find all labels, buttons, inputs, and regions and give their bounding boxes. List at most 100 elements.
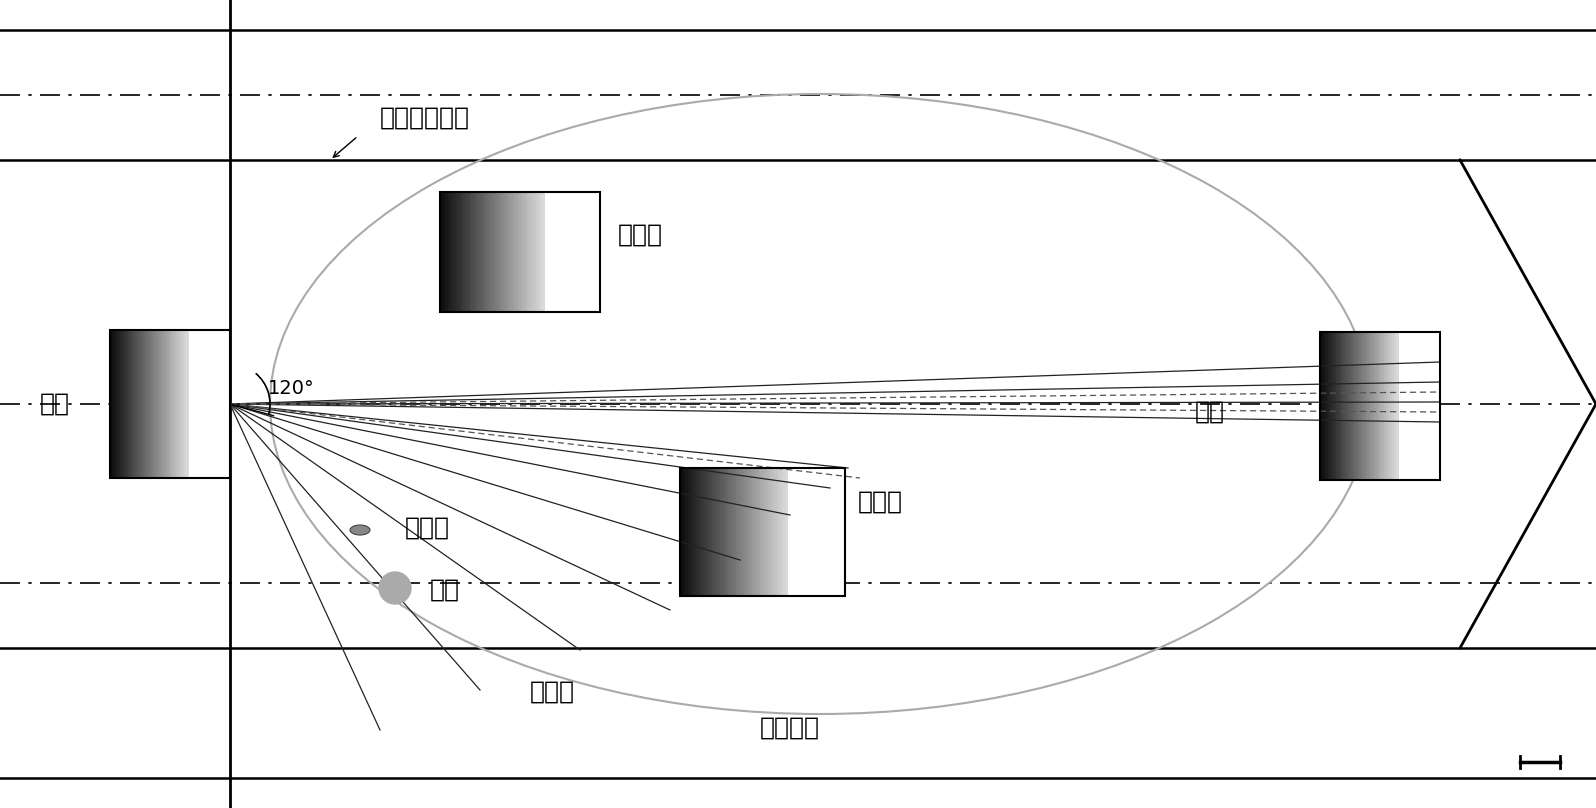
Bar bbox=[734, 468, 737, 596]
Bar bbox=[680, 468, 683, 596]
Bar bbox=[685, 468, 688, 596]
Bar bbox=[166, 330, 169, 478]
Bar bbox=[1373, 332, 1376, 480]
Text: 前车: 前车 bbox=[1195, 400, 1226, 424]
Bar bbox=[731, 468, 734, 596]
Bar bbox=[120, 330, 123, 478]
Bar bbox=[479, 192, 482, 312]
Bar bbox=[155, 330, 158, 478]
Bar bbox=[1379, 332, 1381, 480]
Bar bbox=[1396, 332, 1398, 480]
Bar bbox=[169, 330, 171, 478]
Bar bbox=[440, 192, 600, 312]
Bar bbox=[696, 468, 699, 596]
Text: 扫描激光: 扫描激光 bbox=[760, 716, 820, 740]
Bar bbox=[728, 468, 731, 596]
Bar bbox=[1345, 332, 1347, 480]
Bar bbox=[699, 468, 702, 596]
Bar bbox=[174, 330, 177, 478]
Bar bbox=[476, 192, 479, 312]
Bar bbox=[140, 330, 144, 478]
Bar bbox=[1325, 332, 1326, 480]
Bar bbox=[440, 192, 600, 312]
Bar bbox=[455, 192, 458, 312]
Bar bbox=[683, 468, 686, 596]
Bar bbox=[121, 330, 124, 478]
Bar bbox=[519, 192, 522, 312]
Bar bbox=[134, 330, 136, 478]
Bar bbox=[760, 468, 763, 596]
Bar bbox=[1355, 332, 1358, 480]
Bar bbox=[163, 330, 164, 478]
Bar bbox=[148, 330, 152, 478]
Bar bbox=[744, 468, 747, 596]
Bar bbox=[763, 468, 766, 596]
Bar bbox=[110, 330, 112, 478]
Bar bbox=[1349, 332, 1352, 480]
Bar bbox=[490, 192, 493, 312]
Ellipse shape bbox=[350, 525, 370, 535]
Bar bbox=[1320, 332, 1440, 480]
Bar bbox=[1320, 332, 1323, 480]
Bar bbox=[129, 330, 132, 478]
Bar bbox=[187, 330, 188, 478]
Bar bbox=[144, 330, 145, 478]
Bar bbox=[126, 330, 128, 478]
Bar bbox=[450, 192, 453, 312]
Bar bbox=[504, 192, 508, 312]
Bar bbox=[484, 192, 487, 312]
Bar bbox=[680, 468, 844, 596]
Bar bbox=[463, 192, 466, 312]
Bar bbox=[1326, 332, 1328, 480]
Bar bbox=[1344, 332, 1345, 480]
Circle shape bbox=[378, 572, 412, 604]
Bar bbox=[137, 330, 140, 478]
Bar bbox=[715, 468, 718, 596]
Bar bbox=[707, 468, 710, 596]
Bar bbox=[508, 192, 511, 312]
Bar bbox=[161, 330, 163, 478]
Bar bbox=[445, 192, 448, 312]
Bar bbox=[782, 468, 785, 596]
Bar bbox=[1337, 332, 1341, 480]
Bar bbox=[1381, 332, 1382, 480]
Bar bbox=[1361, 332, 1363, 480]
Bar bbox=[1389, 332, 1390, 480]
Bar bbox=[123, 330, 126, 478]
Bar bbox=[704, 468, 707, 596]
Bar bbox=[1374, 332, 1377, 480]
Bar bbox=[755, 468, 758, 596]
Bar bbox=[1382, 332, 1385, 480]
Bar bbox=[688, 468, 691, 596]
Bar bbox=[182, 330, 185, 478]
Bar bbox=[1360, 332, 1361, 480]
Bar bbox=[710, 468, 713, 596]
Bar bbox=[1339, 332, 1342, 480]
Bar bbox=[1363, 332, 1365, 480]
Bar bbox=[466, 192, 469, 312]
Bar bbox=[528, 192, 531, 312]
Bar bbox=[702, 468, 704, 596]
Bar bbox=[156, 330, 160, 478]
Text: 120°: 120° bbox=[268, 378, 314, 398]
Bar bbox=[1334, 332, 1336, 480]
Text: 侧护栏: 侧护栏 bbox=[530, 680, 575, 704]
Bar bbox=[118, 330, 120, 478]
Bar bbox=[448, 192, 452, 312]
Bar bbox=[147, 330, 150, 478]
Bar bbox=[785, 468, 788, 596]
Bar bbox=[723, 468, 726, 596]
Bar bbox=[110, 330, 230, 478]
Bar bbox=[145, 330, 147, 478]
Bar bbox=[1329, 332, 1333, 480]
Bar bbox=[512, 192, 516, 312]
Bar bbox=[680, 468, 844, 596]
Bar bbox=[152, 330, 153, 478]
Bar bbox=[471, 192, 474, 312]
Bar bbox=[487, 192, 490, 312]
Bar bbox=[523, 192, 527, 312]
Bar bbox=[1328, 332, 1329, 480]
Bar bbox=[693, 468, 696, 596]
Bar bbox=[184, 330, 187, 478]
Bar bbox=[442, 192, 445, 312]
